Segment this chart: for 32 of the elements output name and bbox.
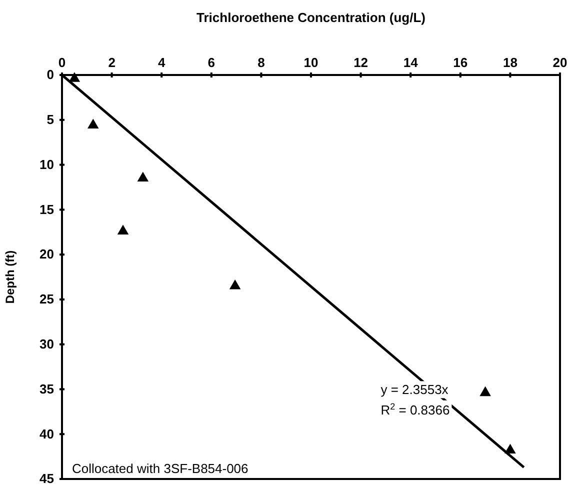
point bbox=[480, 386, 491, 396]
y-tick-label: 15 bbox=[40, 202, 54, 217]
point bbox=[68, 72, 80, 82]
y-tick-label: 10 bbox=[40, 156, 54, 172]
point bbox=[117, 224, 129, 234]
x-tick-label: 4 bbox=[158, 55, 166, 70]
annotation: y = 2.3553x bbox=[380, 382, 449, 398]
x-tick-label: 0 bbox=[58, 55, 66, 70]
y-tick-label: 0 bbox=[46, 67, 54, 82]
annotation: R$^{2}$ = 0.8366 bbox=[380, 401, 450, 418]
y-tick-label: 35 bbox=[40, 381, 54, 396]
y-tick-label: 45 bbox=[40, 471, 54, 486]
x-tick-label: 14 bbox=[403, 55, 419, 70]
x-axis-title: Trichloroethene Concentration (ug/L) bbox=[196, 10, 426, 25]
annotation: Collocated with 3SF-B854-006 bbox=[72, 460, 248, 476]
point bbox=[229, 279, 241, 290]
y-tick-label: 20 bbox=[40, 246, 54, 262]
x-tick-label: 12 bbox=[354, 55, 368, 70]
y-tick-label: 40 bbox=[40, 426, 54, 442]
y-tick-label: 5 bbox=[46, 112, 54, 128]
point bbox=[137, 172, 149, 182]
x-tick-label: 10 bbox=[304, 55, 318, 70]
point bbox=[87, 118, 99, 129]
x-tick-label: 6 bbox=[208, 55, 216, 70]
y-axis-title: Depth (ft) bbox=[3, 250, 17, 304]
x-tick-label: 8 bbox=[258, 55, 265, 70]
x-tick-label: 2 bbox=[108, 55, 116, 70]
x-tick-label: 18 bbox=[502, 55, 518, 70]
y-tick-label: 30 bbox=[40, 336, 54, 352]
x-tick-label: 16 bbox=[453, 55, 468, 70]
y-tick-label: 25 bbox=[40, 292, 54, 307]
x-tick-label: 20 bbox=[552, 55, 568, 70]
